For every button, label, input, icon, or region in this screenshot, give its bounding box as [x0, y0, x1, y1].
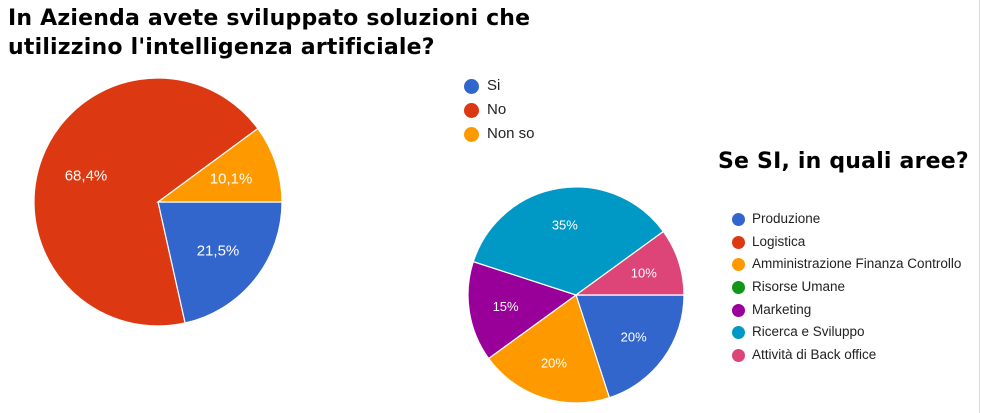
slice-label-ricerca-e-sviluppo: 35% [552, 217, 578, 232]
slice-label-si: 21,5% [197, 242, 240, 259]
legend-label: Si [487, 77, 501, 94]
legend-label: Amministrazione Finanza Controllo [752, 256, 962, 272]
slice-no[interactable] [33, 77, 259, 327]
slice-marketing[interactable] [467, 260, 578, 360]
slice-produzione[interactable] [575, 294, 685, 399]
legend-label: Risorse Umane [752, 279, 846, 295]
slice-si[interactable] [157, 201, 283, 324]
right-border-line [979, 0, 980, 413]
chart-1-title: In Azienda avete sviluppato soluzioni ch… [8, 6, 531, 60]
legend-swatch [732, 213, 745, 226]
legend-label: No [487, 101, 507, 118]
chart-2-title: Se SI, in quali aree? [718, 149, 969, 174]
slice-amministrazione-finanza-controllo[interactable] [487, 294, 611, 404]
slice-ricerca-e-sviluppo[interactable] [472, 186, 665, 296]
slice-label-marketing: 15% [493, 299, 519, 314]
legend-swatch [464, 103, 479, 118]
legend-swatch [732, 326, 745, 340]
slice-label-amministrazione-finanza-controllo: 20% [541, 355, 567, 370]
legend-label: Ricerca e Sviluppo [752, 324, 865, 340]
legend-swatch [732, 258, 745, 272]
slice-label-attivita-di-back-office: 10% [631, 266, 657, 281]
legend-label: Marketing [752, 301, 812, 317]
legend-label: Attività di Back office [752, 347, 877, 363]
legend-label: Non so [487, 125, 535, 142]
legend-swatch [732, 303, 745, 317]
legend-swatch [732, 281, 745, 295]
slice-non-so[interactable] [156, 127, 283, 203]
legend-swatch [464, 79, 479, 94]
legend-swatch [732, 349, 745, 363]
slice-attivita-di-back-office[interactable] [574, 230, 685, 296]
legend-label: Produzione [752, 211, 821, 226]
slice-label-produzione: 20% [621, 330, 647, 345]
slice-label-no: 68,4% [65, 167, 108, 184]
legend-swatch [732, 235, 745, 249]
legend-swatch [464, 127, 479, 142]
legend-label: Logistica [752, 233, 806, 249]
slice-label-non-so: 10,1% [210, 170, 253, 187]
